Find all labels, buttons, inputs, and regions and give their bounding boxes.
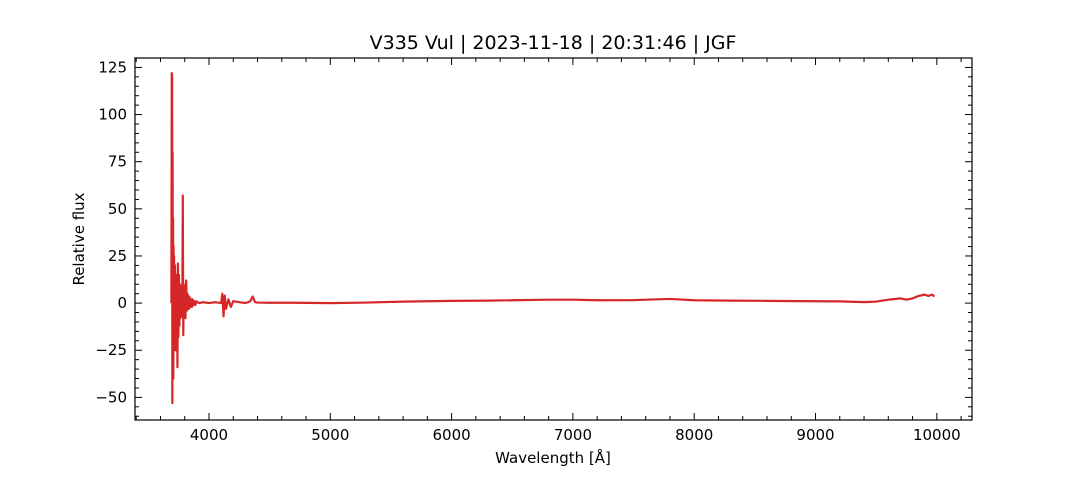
- plot-frame: [134, 57, 973, 421]
- x-tick-label: 8000: [675, 426, 713, 444]
- spectrum-line-0: [170, 71, 936, 405]
- y-tick-label: 25: [108, 247, 127, 265]
- x-tick-label: 10000: [913, 426, 961, 444]
- x-tick-label: 7000: [554, 426, 592, 444]
- x-tick-label: 5000: [311, 426, 349, 444]
- x-axis-label: Wavelength [Å]: [495, 448, 611, 467]
- y-axis: −50 −25 0 25 50 75 100 125: [95, 57, 972, 417]
- y-tick-label: −50: [95, 388, 127, 406]
- x-tick-label: 6000: [433, 426, 471, 444]
- y-tick-label: 75: [108, 153, 127, 171]
- spectrum-layer: [170, 71, 936, 405]
- x-tick-label: 9000: [796, 426, 834, 444]
- y-tick-label: −25: [95, 341, 127, 359]
- y-tick-label: 0: [117, 294, 127, 312]
- y-axis-label: Relative flux: [70, 192, 88, 285]
- x-tick-label: 4000: [190, 426, 228, 444]
- y-tick-label: 100: [98, 106, 127, 124]
- y-tick-label: 125: [98, 58, 127, 76]
- chart-title: V335 Vul | 2023-11-18 | 20:31:46 | JGF: [370, 32, 737, 54]
- x-axis: 4000 5000 6000 7000 8000 9000 10000: [135, 58, 962, 444]
- y-tick-label: 50: [108, 200, 127, 218]
